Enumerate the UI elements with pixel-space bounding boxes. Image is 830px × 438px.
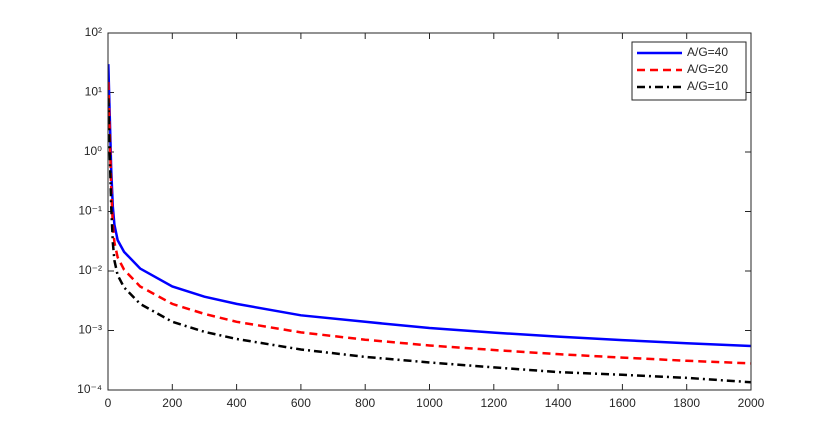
y-tick-label: 10⁻² [78,263,102,277]
y-tick-label: 10¹ [85,85,102,99]
x-tick-label: 600 [291,396,311,410]
x-tick-label: 1600 [609,396,636,410]
x-tick-label: 200 [162,396,182,410]
axes-box [107,32,752,391]
legend-label: A/G=20 [687,62,728,76]
y-tick-label: 10⁻⁴ [77,382,102,396]
series-line [108,98,751,384]
plot-lines [108,64,751,384]
y-tick-label: 10² [85,25,102,39]
x-tick-label: 400 [227,396,247,410]
legend-box [631,41,747,101]
legend-label: A/G=40 [687,45,728,59]
series-line [108,81,751,365]
x-tick-label: 1800 [673,396,700,410]
x-tick-label: 2000 [738,396,765,410]
x-tick-label: 1200 [480,396,507,410]
x-tick-label: 1400 [545,396,572,410]
x-tick-label: 1000 [416,396,443,410]
y-tick-label: 10⁻¹ [78,204,102,218]
y-tick-label: 10⁰ [84,144,102,158]
y-tick-label: 10⁻³ [78,323,102,337]
x-tick-label: 800 [355,396,375,410]
legend-label: A/G=10 [687,79,728,93]
x-tick-label: 0 [105,396,112,410]
